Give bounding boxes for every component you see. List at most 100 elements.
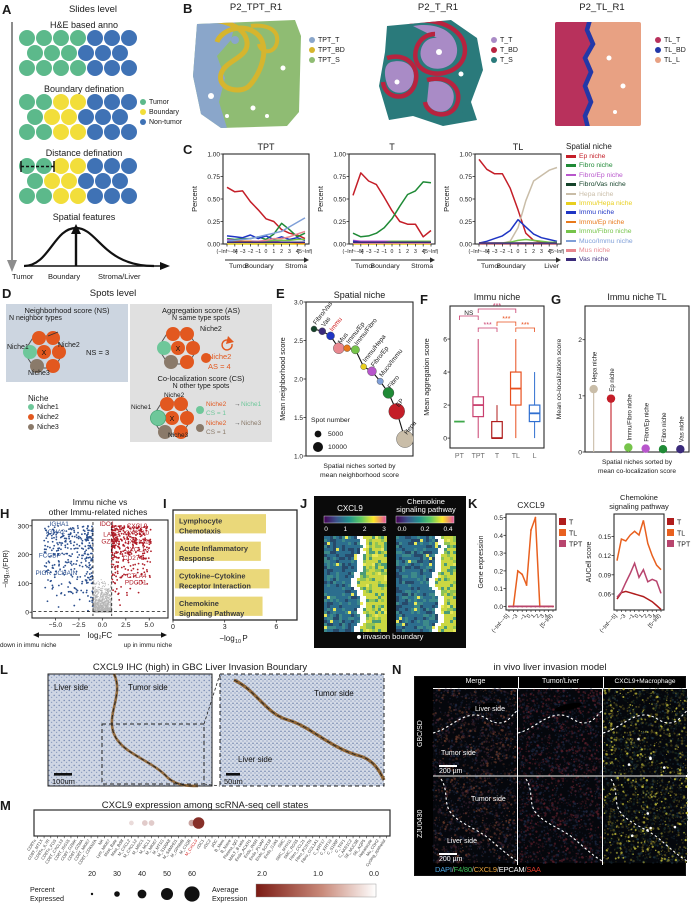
cs1-to: Niche1	[241, 401, 261, 408]
legend-swatch	[140, 109, 146, 115]
svg-text:2.5: 2.5	[294, 338, 303, 345]
svg-text:3: 3	[223, 624, 227, 631]
svg-text:0.5: 0.5	[494, 515, 503, 522]
as-title: Aggregation score (AS)	[130, 304, 272, 315]
svg-text:CXCL10: CXCL10	[125, 530, 150, 537]
spatial-map-tpt: P2_TPT_R1 TPT_T TPT_BD TPT_S	[191, 0, 361, 140]
legend-item-tumor: Tumor	[140, 98, 182, 108]
svg-text:2: 2	[443, 403, 447, 410]
svg-text:Immu niche TL: Immu niche TL	[607, 292, 666, 302]
svg-text:300: 300	[18, 523, 30, 530]
svg-text:other Immu-related niches: other Immu-related niches	[49, 507, 148, 517]
legend-label: Immu/Ep niche	[579, 219, 624, 226]
legend-swatch	[566, 193, 576, 196]
svg-text:4: 4	[443, 370, 447, 377]
svg-text:Spatial niches sorted by: Spatial niches sorted by	[602, 459, 673, 466]
svg-text:Chemokine: Chemokine	[179, 599, 219, 608]
svg-text:1: 1	[398, 249, 401, 255]
svg-text:Signaling Pathway: Signaling Pathway	[179, 609, 245, 618]
svg-text:2.0: 2.0	[257, 871, 267, 878]
ns-niche1-label: Niche1	[7, 344, 29, 351]
svg-text:1.00: 1.00	[333, 152, 346, 159]
svg-text:mean neighborhood score: mean neighborhood score	[320, 472, 399, 479]
legend-label: Fibro/Vas niche	[579, 181, 626, 188]
svg-text:3: 3	[288, 249, 291, 255]
panel-c-legend-item: Fibro/Vas niche	[566, 180, 695, 189]
svg-text:Stroma: Stroma	[285, 263, 307, 270]
panel-n-image-grid: Merge Tumor/Liver CXCL9+Macrophage GBC/S…	[414, 676, 686, 876]
cs-niche3-label: Niche3	[168, 432, 188, 439]
panel-m-dotplot: CD8TnCD8T_MT1XCD8Tn_IL7RCD8Tn_FOSCD8T_CX…	[0, 808, 398, 906]
svg-text:T: T	[677, 520, 682, 527]
svg-text:0.0: 0.0	[494, 604, 503, 611]
svg-text:200: 200	[18, 552, 30, 559]
panel-b: B P2_TPT_R1 TPT_T TPT_BD TPT_S P2_T_R1	[183, 0, 695, 140]
svg-text:50um: 50um	[224, 777, 243, 786]
svg-text:1: 1	[272, 249, 275, 255]
legend-label: Ep niche	[579, 153, 605, 160]
cs2-score: CS = 1	[206, 429, 226, 436]
svg-text:Spot number: Spot number	[311, 417, 351, 424]
legend-label: Fibro niche	[579, 162, 613, 169]
legend-swatch	[566, 211, 576, 214]
panel-j-footnote-label: invasion boundary	[363, 632, 424, 641]
legend-item-boundary: Boundary	[140, 108, 182, 118]
legend-label: TL_BD	[664, 47, 686, 54]
svg-text:10: 10	[235, 639, 241, 645]
spatial-map-tl: P2_TL_R1 TL_T TL_BD TL_L	[551, 0, 695, 140]
svg-text:−3: −3	[619, 613, 628, 622]
svg-text:Boundary: Boundary	[497, 263, 527, 270]
svg-text:Immu/Fibro niche: Immu/Fibro niche	[627, 393, 633, 440]
spatial-map-tpt-legend: TPT_T TPT_BD TPT_S	[309, 36, 345, 66]
svg-text:IGHA2: IGHA2	[46, 529, 66, 536]
svg-text:0: 0	[443, 436, 447, 443]
panel-c-legend-item: Hepa niche	[566, 190, 695, 199]
legend-swatch	[566, 258, 576, 261]
panel-d-label: D	[2, 286, 11, 301]
panel-d-title: Spots level	[18, 288, 208, 299]
svg-text:[5~Inf): [5~Inf)	[298, 249, 313, 255]
spatial-map-tpt-image	[191, 16, 307, 132]
legend-label: Niche3	[37, 424, 59, 431]
svg-text:CD274: CD274	[123, 555, 143, 562]
svg-text:3: 3	[382, 526, 386, 533]
legend-swatch	[309, 57, 315, 63]
svg-text:0.0: 0.0	[369, 871, 379, 878]
svg-text:Mean aggregation score: Mean aggregation score	[422, 338, 431, 416]
axis-label-tumor: Tumor	[12, 272, 33, 281]
as-score: AS = 4	[208, 362, 231, 371]
panel-n: N in vivo liver invasion model Merge Tum…	[392, 658, 695, 900]
svg-text:PIGR: PIGR	[35, 570, 51, 577]
svg-text:0.50: 0.50	[333, 197, 346, 204]
svg-text:PT: PT	[455, 453, 465, 460]
svg-text:−3: −3	[366, 249, 372, 255]
svg-text:0.06: 0.06	[598, 592, 611, 599]
panel-n-label: N	[392, 662, 401, 677]
svg-text:0: 0	[517, 249, 520, 255]
svg-text:20: 20	[88, 871, 96, 878]
legend-swatch	[491, 47, 497, 53]
svg-text:Boundary: Boundary	[371, 263, 401, 270]
svg-text:NS: NS	[464, 310, 474, 317]
svg-text:0.0: 0.0	[397, 526, 406, 533]
svg-text:−4: −4	[232, 249, 238, 255]
spatial-map-t-title: P2_T_R1	[373, 2, 503, 13]
legend-item: T_T	[491, 36, 518, 46]
svg-text:1.5: 1.5	[294, 415, 303, 422]
legend-item: TL_BD	[655, 46, 686, 56]
legend-swatch	[140, 99, 146, 105]
svg-text:1: 1	[344, 526, 348, 533]
svg-text:0.25: 0.25	[459, 219, 472, 226]
legend-label: Immu/Hepa niche	[579, 200, 632, 207]
svg-text:X: X	[42, 350, 47, 357]
svg-text:−4: −4	[484, 249, 490, 255]
panel-c-legend-item: Fibro/Ep niche	[566, 171, 695, 180]
svg-text:CXCL13: CXCL13	[125, 547, 150, 554]
svg-text:0.50: 0.50	[207, 197, 220, 204]
